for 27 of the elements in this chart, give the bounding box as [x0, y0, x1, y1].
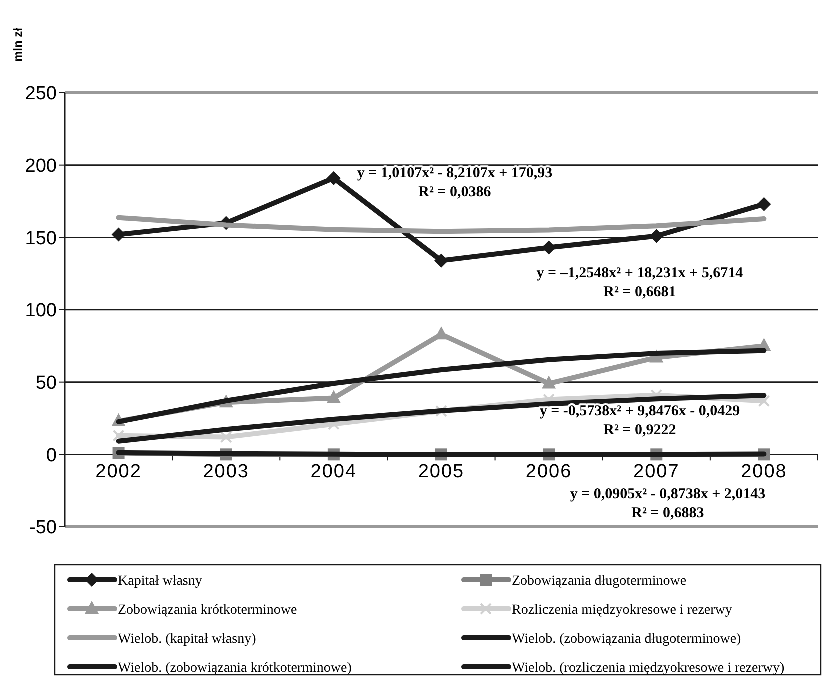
x-tick-label: 2003: [203, 462, 250, 483]
legend-label: Kapitał własny: [118, 574, 202, 589]
x-tick-label: 2002: [96, 462, 142, 483]
annotation: y = -0,5738x² + 9,8476x - 0,0429 R² = 0,9222: [540, 403, 740, 438]
legend-label: Zobowiązania długoterminowe: [512, 574, 687, 589]
y-tick-label: 50: [36, 372, 57, 394]
y-tick-label: 150: [25, 228, 57, 250]
annotation: y = 1,0107x² - 8,2107x + 170,93 R² = 0,0386: [357, 165, 553, 200]
annotation: y = 0,0905x² - 0,8738x + 2,0143 R² = 0,6883: [570, 486, 766, 522]
legend-label: Wielob. (zobowiązania długoterminowe): [512, 632, 742, 647]
legend-label: Wielob. (kapitał własny): [118, 632, 257, 647]
y-tick-label: -50: [30, 518, 57, 539]
y-tick-label: 0: [46, 445, 57, 466]
x-tick-label: 2005: [418, 462, 465, 483]
x-tick-label: 2006: [526, 462, 572, 483]
legend-label: Rozliczenia międzyokresowe i rezerwy: [512, 602, 732, 618]
y-tick-label: 200: [25, 156, 57, 177]
x-tick-label: 2004: [310, 462, 358, 483]
annotation: y = –1,2548x² + 18,231x + 5,6714 R² = 0,6681: [536, 265, 744, 300]
legend-label: Wielob. (rozliczenia międzyokresowe i rezerwy): [512, 660, 786, 676]
x-tick-label: 2008: [741, 462, 788, 483]
x-tick-label: 2007: [634, 462, 680, 483]
legend-label: Wielob. (zobowiązania krótkoterminowe): [118, 660, 352, 676]
legend-label: Zobowiązania krótkoterminowe: [118, 602, 298, 618]
y-axis-title: mln zł: [11, 27, 25, 62]
y-tick-label: 250: [25, 84, 57, 105]
y-tick-label: 100: [25, 300, 57, 322]
